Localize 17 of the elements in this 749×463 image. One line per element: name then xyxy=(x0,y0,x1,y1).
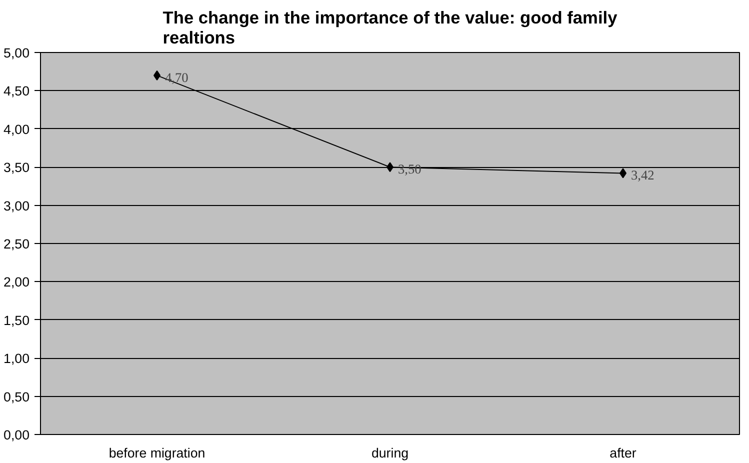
y-tick-label: 4,00 xyxy=(4,122,30,137)
data-label: 4,70 xyxy=(165,70,189,85)
y-tick-label: 3,50 xyxy=(4,160,30,176)
y-tick-label: 1,00 xyxy=(4,351,30,366)
x-tick-label: before migration xyxy=(108,446,206,460)
x-tick-label: during xyxy=(371,446,409,460)
y-tick-label: 2,00 xyxy=(4,274,30,290)
data-label: 3,42 xyxy=(631,168,654,183)
x-tick-label: after xyxy=(610,446,637,460)
y-tick-label: 3,00 xyxy=(4,198,30,214)
y-tick-label: 2,50 xyxy=(4,236,30,252)
y-tick-label: 0,50 xyxy=(4,389,30,404)
y-tick-label: 5,00 xyxy=(4,46,30,60)
chart-title: The change in the importance of the value: good family realtions xyxy=(162,8,618,48)
y-tick-label: 4,50 xyxy=(4,84,30,99)
y-tick-label: 1,50 xyxy=(4,312,30,328)
y-tick-label: 0,00 xyxy=(4,428,30,442)
